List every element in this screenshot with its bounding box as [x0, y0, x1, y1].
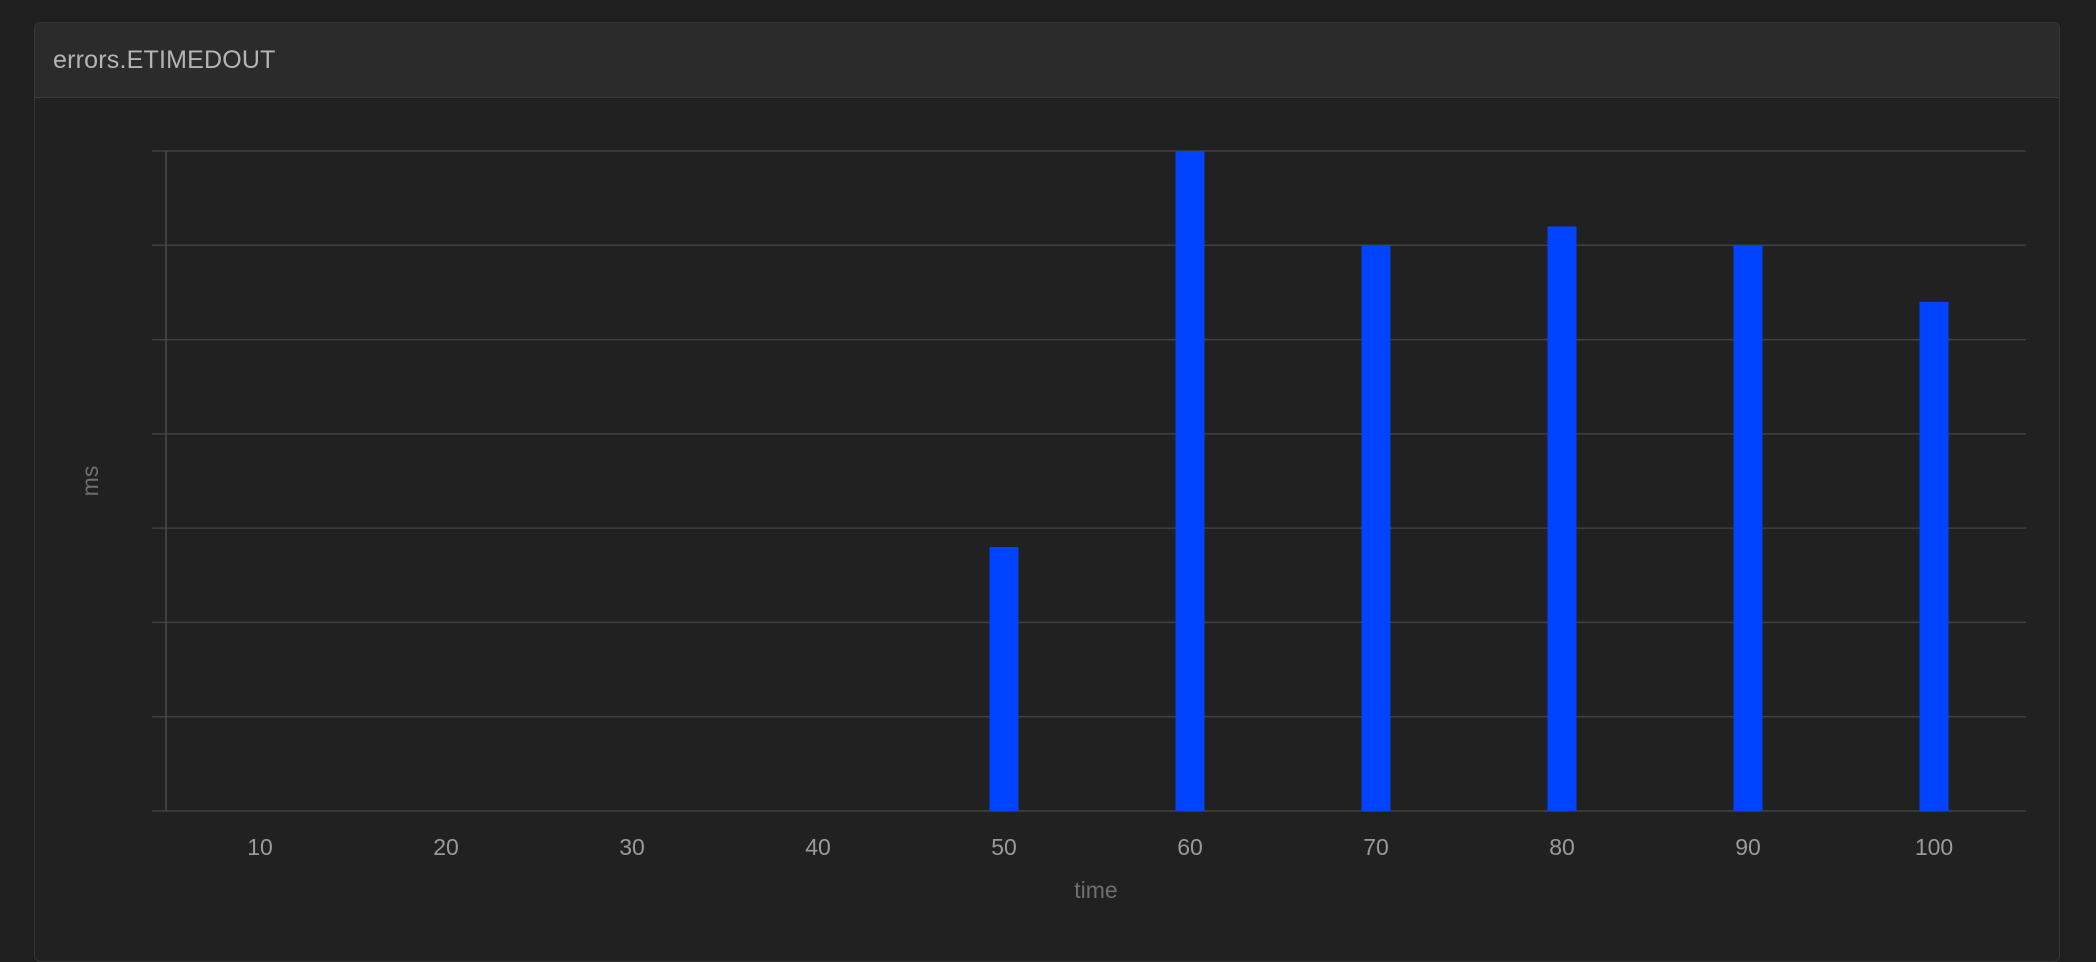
x-tick-label-10: 10 [247, 834, 273, 860]
chart-panel: errors.ETIMEDOUT [34, 22, 2060, 962]
bars [989, 151, 1949, 812]
x-tick-label-90: 90 [1735, 834, 1761, 860]
bar-chart: 10 20 30 40 50 60 70 80 90 100 time ms [77, 150, 2026, 903]
x-tick-label-40: 40 [805, 834, 831, 860]
bar-90 [1733, 245, 1763, 812]
x-tick-labels: 10 20 30 40 50 60 70 80 90 100 [247, 834, 1953, 860]
panel-title: errors.ETIMEDOUT [53, 45, 276, 74]
bar-100 [1919, 301, 1949, 811]
x-tick-label-30: 30 [619, 834, 645, 860]
x-tick-label-70: 70 [1363, 834, 1389, 860]
x-tick-label-50: 50 [991, 834, 1017, 860]
x-tick-label-80: 80 [1549, 834, 1575, 860]
bar-70 [1361, 245, 1391, 812]
x-axis-title: time [1074, 877, 1117, 903]
bar-50 [989, 547, 1019, 811]
x-tick-label-100: 100 [1915, 834, 1953, 860]
x-tick-label-60: 60 [1177, 834, 1203, 860]
panel-header: errors.ETIMEDOUT [35, 23, 2059, 98]
x-tick-label-20: 20 [433, 834, 459, 860]
y-axis-title: ms [77, 466, 103, 497]
grid-lines [152, 150, 2026, 812]
bar-80 [1547, 226, 1577, 811]
bar-60 [1175, 151, 1205, 811]
